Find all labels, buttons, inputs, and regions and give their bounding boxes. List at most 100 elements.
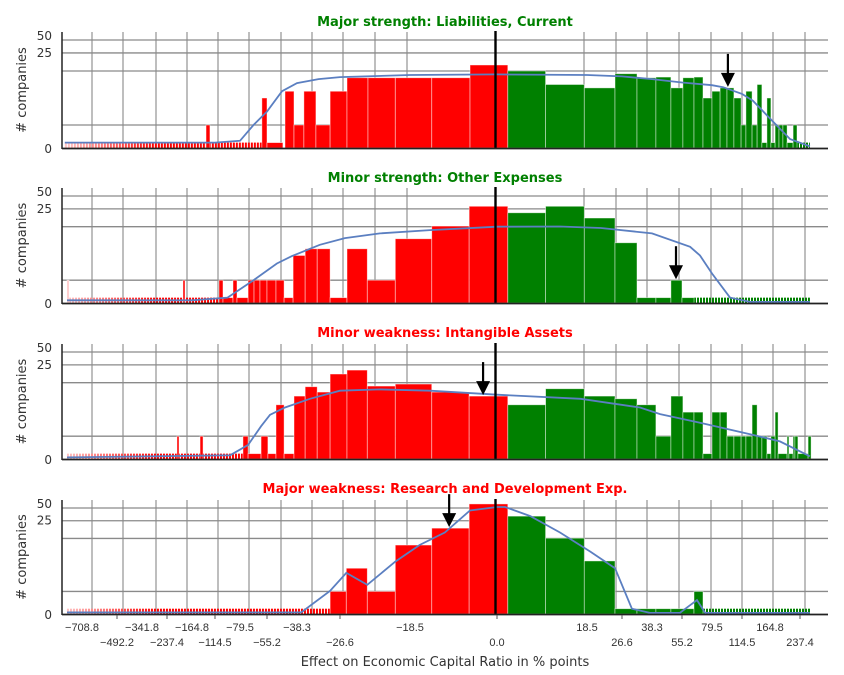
y-tick-label: 25 (37, 514, 52, 528)
tail-bar (727, 297, 729, 303)
tail-bar (264, 608, 267, 614)
tail-bar (787, 608, 789, 614)
tail-bar (757, 297, 759, 303)
histogram-bar (726, 435, 735, 460)
histogram-bar (329, 373, 348, 460)
histogram-bar (303, 90, 317, 149)
tail-bar (126, 608, 129, 614)
tail-bar (196, 142, 199, 148)
tail-bar (193, 142, 196, 148)
tail-bar (229, 142, 232, 148)
histogram-bar (293, 395, 306, 460)
tail-bar (111, 608, 114, 614)
histogram-bar (545, 84, 585, 149)
tail-bar (207, 297, 210, 303)
tail-bar (282, 608, 285, 614)
tail-bar (207, 608, 210, 614)
histogram-bar (792, 124, 798, 149)
tail-bar (106, 142, 109, 148)
tail-bar (145, 142, 148, 148)
tail-bar (109, 142, 112, 148)
histogram-bar (205, 124, 211, 149)
density-line (67, 506, 810, 614)
histogram-bar (583, 87, 616, 149)
tail-bar (772, 608, 774, 614)
tail-bar (154, 142, 157, 148)
tail-bar (781, 608, 783, 614)
histogram-bar (719, 411, 728, 460)
histogram-bar (469, 64, 509, 149)
tail-bar (72, 453, 75, 459)
panel-title: Minor strength: Other Expenses (328, 171, 563, 186)
histogram-bar (346, 369, 368, 460)
tail-bar (213, 297, 216, 303)
tail-bar (721, 608, 723, 614)
tail-bar (757, 608, 759, 614)
histogram-bar (367, 77, 396, 149)
tail-bar (180, 608, 183, 614)
tail-bar (306, 608, 309, 614)
panel-4: 0 25 50 # companies Major weakness: Research… (15, 482, 828, 622)
panel-title: Major weakness: Research and Development… (263, 482, 628, 497)
tail-bar (228, 608, 231, 614)
tail-bar (199, 142, 202, 148)
tail-bar (129, 608, 132, 614)
y-tick-label: 0 (44, 142, 52, 156)
tail-bar (190, 142, 193, 148)
histogram-bar (431, 391, 470, 460)
histogram-bar (761, 435, 768, 460)
tail-bar (123, 608, 126, 614)
arrow-marker-icon (476, 362, 491, 396)
tail-bar (115, 142, 118, 148)
tail-bar (252, 608, 255, 614)
tail-bar (748, 608, 750, 614)
tail-bar (312, 608, 315, 614)
histogram-bar (468, 503, 509, 615)
tail-bar (754, 608, 756, 614)
tail-bar (64, 142, 67, 148)
histogram-bar (267, 453, 277, 460)
tail-bar (718, 608, 720, 614)
panel-title: Minor weakness: Intangible Assets (317, 326, 573, 341)
tail-bar (754, 297, 756, 303)
histogram-bar (507, 404, 546, 460)
tail-bar (156, 608, 159, 614)
tail-bar (133, 142, 136, 148)
tail-bar (276, 608, 279, 614)
tail-bar (706, 608, 708, 614)
tail-bar (237, 453, 240, 459)
histogram-bar (711, 411, 721, 460)
tail-bar (100, 142, 103, 148)
x-tick-label: −164.8 (175, 622, 209, 634)
density-line (66, 388, 811, 459)
tail-bar (805, 297, 807, 303)
histogram-bar (670, 87, 684, 149)
tail-bar (324, 608, 327, 614)
histogram-bar (366, 279, 396, 304)
histogram-bar (745, 435, 753, 460)
tail-bar (97, 142, 100, 148)
histogram-bar (431, 225, 470, 304)
histogram-bar (693, 411, 704, 460)
tail-bar (75, 608, 78, 614)
density-line (67, 225, 810, 303)
tail-bar (127, 142, 130, 148)
histogram-bar (774, 411, 779, 460)
tail-bar (108, 608, 111, 614)
tail-bar (244, 142, 247, 148)
tail-bar (796, 608, 798, 614)
tail-bar (748, 297, 750, 303)
tail-bar (69, 453, 72, 459)
tail-bar (171, 608, 174, 614)
histogram-bar (346, 77, 369, 149)
tail-bar (712, 608, 714, 614)
histogram-bar (366, 591, 396, 615)
tail-bar (204, 297, 207, 303)
tail-bar (186, 608, 189, 614)
y-axis-label: # companies (15, 202, 30, 288)
tail-bar (237, 608, 240, 614)
tail-bar (153, 608, 156, 614)
tail-bar (784, 608, 786, 614)
histogram-bar (794, 435, 799, 460)
tail-bar (766, 297, 768, 303)
